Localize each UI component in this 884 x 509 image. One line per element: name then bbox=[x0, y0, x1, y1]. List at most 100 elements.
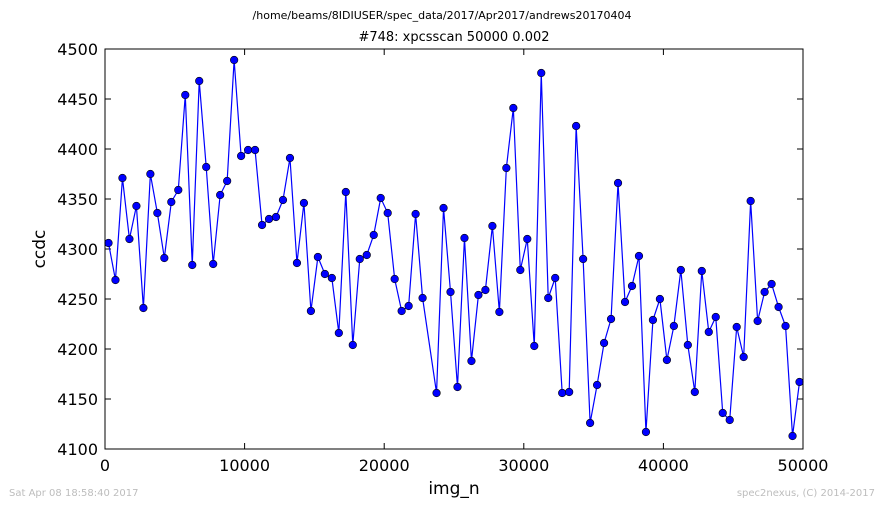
data-point bbox=[516, 265, 525, 275]
data-point bbox=[474, 290, 483, 300]
data-point bbox=[467, 356, 476, 366]
data-point bbox=[565, 387, 574, 397]
y-tick-label: 4150 bbox=[57, 390, 98, 409]
data-point bbox=[655, 294, 665, 304]
footer-timestamp: Sat Apr 08 18:58:40 2017 bbox=[9, 488, 139, 499]
data-point bbox=[411, 209, 420, 219]
data-point bbox=[271, 212, 281, 222]
data-point bbox=[592, 380, 602, 390]
data-point bbox=[390, 274, 399, 284]
data-point bbox=[753, 316, 762, 326]
data-point bbox=[606, 314, 616, 324]
data-point bbox=[460, 233, 469, 243]
data-point bbox=[760, 287, 769, 297]
data-point bbox=[125, 234, 134, 244]
data-point bbox=[320, 269, 329, 279]
data-point bbox=[118, 173, 127, 183]
series-line bbox=[107, 59, 801, 437]
data-point bbox=[739, 352, 748, 362]
plot-frame bbox=[104, 48, 804, 450]
data-point bbox=[795, 377, 804, 387]
data-point bbox=[502, 163, 511, 173]
data-point bbox=[327, 273, 336, 283]
y-tick-label: 4400 bbox=[57, 140, 98, 159]
data-point bbox=[620, 297, 630, 307]
data-point bbox=[725, 415, 734, 425]
data-point bbox=[139, 303, 148, 313]
data-point bbox=[181, 90, 190, 100]
data-point bbox=[355, 254, 364, 264]
data-point bbox=[648, 315, 658, 325]
data-point bbox=[313, 252, 322, 262]
data-point bbox=[781, 321, 790, 331]
x-tick-label: 0 bbox=[100, 456, 110, 475]
x-tick-label: 40000 bbox=[638, 456, 689, 475]
data-point bbox=[774, 302, 783, 312]
data-point bbox=[195, 76, 204, 86]
data-point bbox=[418, 293, 427, 303]
data-point bbox=[683, 340, 692, 350]
data-point bbox=[216, 190, 225, 200]
data-point bbox=[732, 322, 741, 332]
data-point bbox=[292, 258, 302, 268]
data-point bbox=[446, 287, 455, 297]
y-tick-label: 4300 bbox=[57, 240, 98, 259]
figure-suptitle: /home/beams/8IDIUSER/spec_data/2017/Apr2… bbox=[252, 9, 632, 22]
series-group bbox=[104, 55, 804, 441]
x-tick-label: 30000 bbox=[498, 456, 549, 475]
data-point bbox=[767, 279, 776, 289]
data-point bbox=[167, 197, 176, 207]
data-point bbox=[544, 293, 553, 303]
data-point bbox=[613, 178, 623, 188]
data-point bbox=[285, 153, 295, 163]
data-point bbox=[341, 187, 350, 197]
data-point bbox=[537, 68, 546, 78]
data-point bbox=[641, 427, 651, 437]
data-point bbox=[530, 341, 539, 351]
y-axis-label: ccdc bbox=[30, 229, 50, 269]
x-tick-label: 20000 bbox=[359, 456, 410, 475]
data-point bbox=[488, 221, 497, 231]
y-tick-label: 4250 bbox=[57, 290, 98, 309]
data-point bbox=[711, 312, 720, 322]
data-point bbox=[718, 408, 727, 418]
data-point bbox=[250, 145, 260, 155]
data-point bbox=[523, 234, 532, 244]
data-point bbox=[223, 176, 232, 186]
data-point bbox=[376, 193, 385, 203]
data-point bbox=[481, 285, 490, 295]
y-tick-label: 4100 bbox=[57, 440, 98, 459]
x-tick-label: 10000 bbox=[219, 456, 270, 475]
x-axis-label: img_n bbox=[428, 479, 480, 499]
data-point bbox=[746, 196, 755, 206]
data-point bbox=[572, 121, 581, 131]
data-point bbox=[690, 387, 699, 397]
footer-credit: spec2nexus, (C) 2014-2017 bbox=[736, 488, 875, 499]
data-point bbox=[348, 340, 357, 350]
data-point bbox=[586, 418, 595, 428]
data-point bbox=[160, 253, 169, 263]
data-point bbox=[397, 306, 406, 316]
data-point bbox=[453, 382, 462, 392]
data-point bbox=[579, 254, 588, 264]
data-point bbox=[299, 198, 309, 208]
data-point bbox=[278, 195, 288, 205]
data-point bbox=[237, 151, 246, 161]
chart-title: #748: xpcsscan 50000 0.002 bbox=[358, 30, 550, 45]
data-point bbox=[111, 275, 120, 285]
data-point bbox=[188, 260, 197, 270]
data-point bbox=[202, 162, 211, 172]
data-point bbox=[404, 301, 413, 311]
data-point bbox=[153, 208, 162, 218]
data-point bbox=[230, 55, 239, 65]
data-point bbox=[243, 145, 253, 155]
data-point bbox=[383, 208, 392, 218]
data-point bbox=[599, 338, 609, 348]
x-tick-label: 50000 bbox=[778, 456, 829, 475]
data-point bbox=[369, 230, 378, 240]
data-point bbox=[146, 169, 155, 179]
data-point bbox=[676, 265, 685, 275]
y-tick-label: 4450 bbox=[57, 90, 98, 109]
data-point bbox=[558, 388, 567, 398]
